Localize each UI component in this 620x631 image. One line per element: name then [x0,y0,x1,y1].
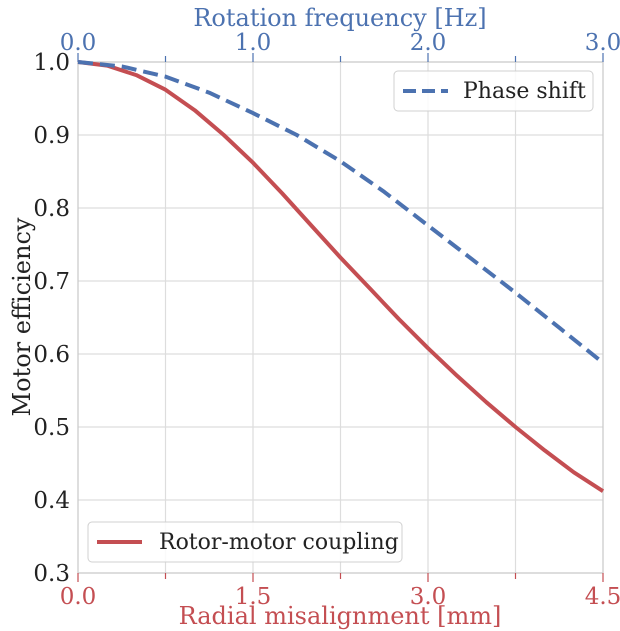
bottom-tick-label-3: 4.5 [585,584,620,610]
top-axis-title: Rotation frequency [Hz] [193,4,486,32]
top-tick-label-1: 1.0 [235,30,272,56]
legend-rotor-motor-coupling: Rotor-motor coupling [87,521,403,563]
series-line-rotor-motor-coupling [77,60,605,493]
y-tick-label-6: 0.9 [33,123,70,149]
legend-rotor-motor-coupling-label: Rotor-motor coupling [159,530,399,555]
legend-rotor-motor-coupling-box [87,521,403,563]
series-layer [77,60,605,493]
bottom-axis-title: Radial misalignment [mm] [179,602,502,630]
y-tick-label-3: 0.6 [33,342,70,368]
legend-phase-shift-box [393,70,594,112]
legend-phase-shift-label: Phase shift [463,79,586,104]
y-tick-label-1: 0.4 [33,488,70,514]
top-tick-label-3: 3.0 [585,30,620,56]
legend-phase-shift: Phase shift [393,70,594,112]
y-tick-label-0: 0.3 [33,561,70,587]
top-tick-label-2: 2.0 [410,30,447,56]
y-tick-label-4: 0.7 [33,269,70,295]
grid [77,61,604,574]
y-tick-label-5: 0.8 [33,196,70,222]
y-axis-title: Motor efficiency [8,217,36,416]
bottom-tick-label-0: 0.0 [60,584,97,610]
y-tick-label-2: 0.5 [33,415,70,441]
bottom-tick-label-1: 1.5 [235,584,272,610]
series-line-phase-shift [77,60,605,365]
y-tick-label-7: 1.0 [33,50,70,76]
bottom-tick-label-2: 3.0 [410,584,447,610]
ticks: 0.30.40.50.60.70.80.91.00.0 1.5 3.0 4.50.0 1… [33,30,620,610]
top-tick-label-0: 0.0 [60,30,97,56]
